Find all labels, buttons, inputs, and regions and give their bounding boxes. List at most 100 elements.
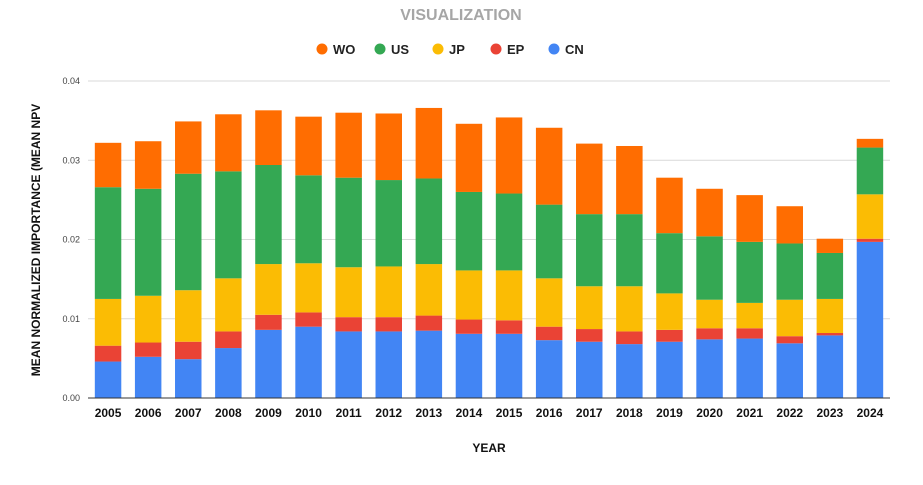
bar-cn-2012 (375, 331, 402, 398)
x-tick-label: 2013 (415, 406, 442, 420)
bar-cn-2005 (94, 361, 122, 398)
bar-jp-2021 (736, 302, 763, 329)
bar-ep-2012 (375, 317, 402, 332)
bar-wo-2015 (495, 117, 523, 194)
bar-ep-2010 (295, 312, 322, 327)
bar-wo-2009 (255, 110, 282, 165)
bar-us-2019 (656, 233, 683, 294)
y-axis-ticks: 0.00 0.01 0.02 0.03 0.04 (62, 76, 80, 403)
bar-ep-2019 (656, 329, 683, 342)
bar-jp-2024 (856, 194, 884, 239)
bar-jp-2011 (335, 267, 362, 318)
bar-us-2022 (776, 243, 803, 300)
bar-jp-2008 (215, 278, 242, 332)
bar-ep-2011 (335, 317, 362, 332)
bar-jp-2014 (455, 270, 483, 320)
bar-us-2016 (535, 204, 563, 279)
legend-label-us: US (391, 42, 409, 57)
x-tick-label: 2008 (215, 406, 242, 420)
bar-stack-2022 (776, 206, 803, 398)
legend-swatch-us (374, 43, 386, 55)
bar-cn-2023 (816, 335, 844, 398)
legend: WO US JP EP CN (316, 42, 584, 57)
bar-ep-2006 (134, 342, 162, 357)
bar-stack-2018 (616, 145, 643, 398)
x-tick-label: 2017 (576, 406, 603, 420)
x-tick-label: 2009 (255, 406, 282, 420)
bar-wo-2020 (696, 188, 723, 237)
legend-swatch-wo (316, 43, 328, 55)
bar-stack-2007 (175, 121, 202, 398)
x-tick-label: 2024 (857, 406, 884, 420)
legend-label-wo: WO (333, 42, 355, 57)
bar-stack-2016 (535, 127, 563, 398)
bar-ep-2023 (816, 333, 844, 336)
x-tick-label: 2005 (95, 406, 122, 420)
bar-ep-2022 (776, 336, 803, 344)
bar-stack-2006 (134, 141, 162, 398)
y-tick-label: 0.01 (62, 314, 80, 324)
bar-cn-2019 (656, 341, 683, 398)
bar-stack-2012 (375, 113, 402, 398)
bar-us-2021 (736, 241, 763, 303)
bar-jp-2022 (776, 299, 803, 337)
bar-cn-2013 (415, 330, 443, 398)
bar-jp-2005 (94, 298, 122, 346)
bar-jp-2009 (255, 264, 282, 315)
bar-cn-2009 (255, 329, 282, 398)
x-tick-label: 2018 (616, 406, 643, 420)
y-tick-label: 0.00 (62, 393, 80, 403)
bar-cn-2014 (455, 333, 483, 398)
y-tick-label: 0.04 (62, 76, 80, 86)
bar-ep-2016 (535, 326, 563, 341)
legend-label-ep: EP (507, 42, 525, 57)
bar-wo-2006 (134, 141, 162, 189)
bar-us-2006 (134, 188, 162, 296)
legend-swatch-jp (432, 43, 444, 55)
bar-jp-2015 (495, 270, 523, 321)
bar-ep-2013 (415, 315, 443, 331)
x-axis-ticks: 2005 2006 2007 2008 2009 2010 2011 2012 2013 2014… (95, 406, 884, 420)
bar-us-2023 (816, 252, 844, 299)
bar-jp-2018 (616, 286, 643, 332)
bar-wo-2012 (375, 113, 402, 181)
bar-wo-2024 (856, 138, 884, 148)
bar-cn-2011 (335, 331, 362, 398)
bar-stack-2020 (696, 188, 723, 398)
bar-wo-2010 (295, 116, 322, 176)
bar-cn-2024 (856, 241, 884, 398)
bar-ep-2017 (576, 329, 603, 342)
x-tick-label: 2015 (496, 406, 523, 420)
bar-ep-2018 (616, 331, 643, 345)
bar-jp-2020 (696, 299, 723, 329)
bar-ep-2008 (215, 331, 242, 349)
bar-us-2014 (455, 191, 483, 271)
bar-ep-2020 (696, 328, 723, 340)
bar-us-2015 (495, 193, 523, 271)
bar-wo-2011 (335, 112, 362, 178)
bar-stack-2010 (295, 116, 322, 398)
bar-us-2010 (295, 175, 322, 264)
bar-jp-2007 (175, 290, 202, 342)
bar-us-2005 (94, 187, 122, 299)
bar-stack-2005 (94, 142, 122, 398)
x-tick-label: 2019 (656, 406, 683, 420)
bar-us-2024 (856, 147, 884, 195)
bar-jp-2019 (656, 293, 683, 330)
bar-wo-2014 (455, 123, 483, 192)
bar-jp-2017 (576, 286, 603, 330)
bar-wo-2023 (816, 238, 844, 253)
legend-label-cn: CN (565, 42, 584, 57)
bar-stack-2014 (455, 123, 483, 398)
bar-us-2011 (335, 177, 362, 268)
x-tick-label: 2011 (336, 406, 362, 420)
bar-ep-2021 (736, 328, 763, 339)
bar-wo-2019 (656, 177, 683, 234)
bar-jp-2013 (415, 264, 443, 316)
y-tick-label: 0.03 (62, 155, 80, 165)
bar-cn-2010 (295, 326, 322, 398)
bar-us-2009 (255, 165, 282, 265)
bar-us-2008 (215, 171, 242, 279)
